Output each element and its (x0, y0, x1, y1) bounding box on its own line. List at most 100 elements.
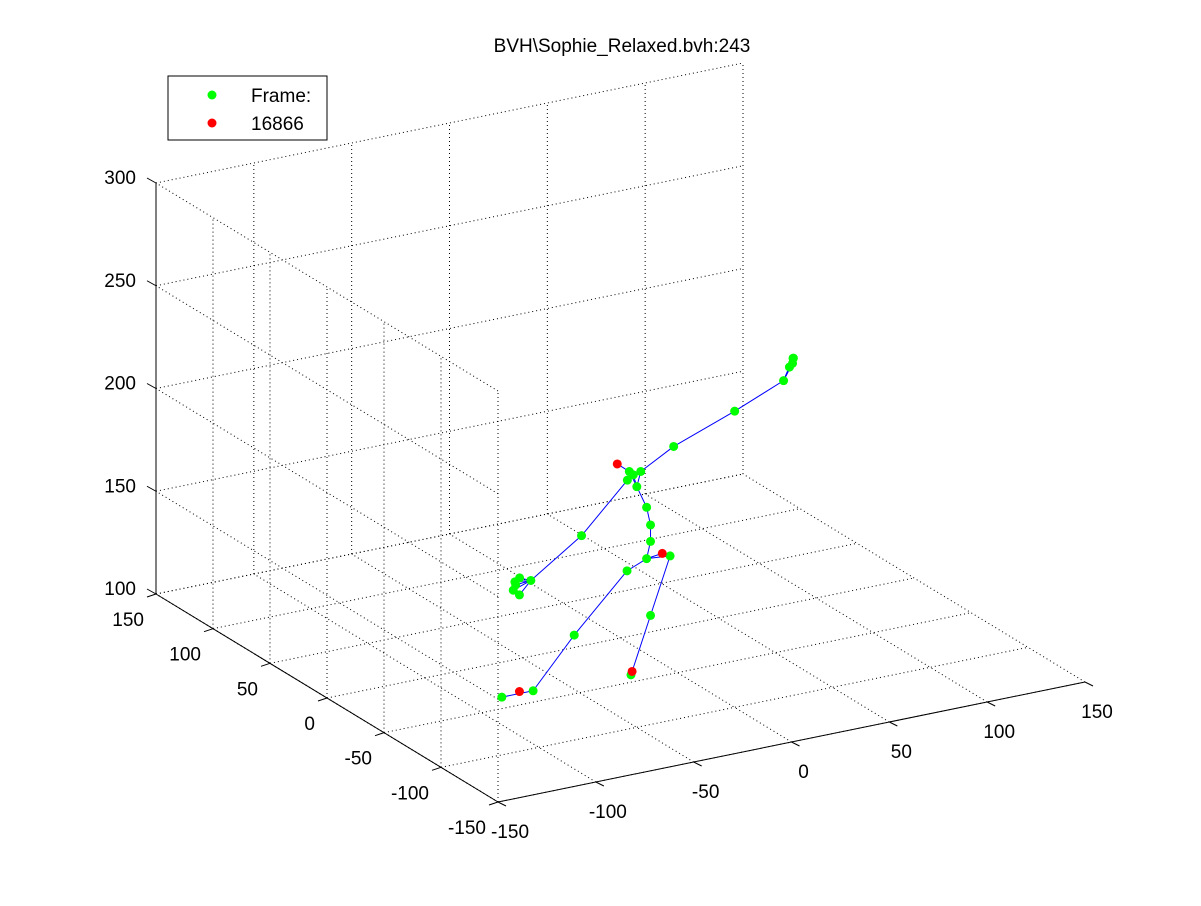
z-tick (146, 588, 157, 595)
x-tick-label: 0 (798, 762, 809, 783)
x-tick-label: -150 (491, 822, 529, 843)
joint-point (622, 566, 632, 576)
joint-layer (497, 353, 798, 702)
y-tick-label: 50 (237, 679, 258, 700)
grid-line (449, 533, 792, 743)
grid-line (351, 553, 694, 763)
chart-title: BVH\Sophie_Relaxed.bvh:243 (494, 36, 751, 57)
bone-segment (630, 615, 652, 676)
y-tick-label: 0 (304, 714, 315, 735)
x-tick (1084, 681, 1094, 687)
end-site-point (657, 548, 667, 558)
x-tick-label: 100 (983, 722, 1015, 743)
grid-line (155, 490, 499, 700)
grid-line (253, 573, 597, 783)
legend-marker-frame (207, 90, 217, 100)
grid-line (155, 388, 499, 597)
y-tick (260, 662, 271, 667)
x-tick (595, 781, 605, 787)
legend-box (167, 75, 328, 141)
z-tick (146, 383, 157, 389)
joint-point (646, 520, 656, 530)
joint-point (779, 376, 789, 386)
y-tick (146, 593, 157, 598)
x-tick (693, 761, 702, 767)
grid-line (547, 513, 890, 723)
bone-segment (650, 555, 671, 616)
x-tick (986, 701, 996, 707)
joint-point (632, 482, 642, 492)
joint-point (788, 358, 798, 368)
y-tick (488, 801, 499, 806)
joint-point (646, 536, 656, 546)
joint-point (642, 554, 652, 564)
joint-point (511, 580, 521, 590)
z-tick (146, 177, 157, 184)
x-tick-label: 150 (1081, 702, 1113, 723)
grid-line (155, 182, 499, 392)
joint-point (497, 692, 507, 702)
grid-line (269, 542, 858, 664)
bone-segment (573, 570, 628, 636)
label-layer: -150 -100 -50 0 50 100 150 -150 -100 -50 0 50 100 150… (104, 168, 1113, 843)
y-tick-label: -150 (448, 818, 486, 839)
y-tick (374, 732, 385, 737)
x-tick-label: -50 (692, 782, 719, 803)
legend: Frame: 16866 (167, 75, 328, 141)
joint-point (730, 406, 740, 416)
x-tick-label: 50 (891, 742, 912, 763)
joint-point (622, 475, 632, 485)
z-tick-label: 250 (104, 271, 136, 292)
joint-point (628, 470, 638, 480)
end-site-point (627, 666, 637, 676)
x-tick (889, 721, 898, 727)
joint-point (515, 573, 525, 583)
end-site-point (612, 459, 622, 469)
bone-segment (532, 634, 575, 692)
z-tick-label: 200 (104, 374, 136, 395)
grid-line (155, 268, 744, 389)
grid-line (644, 493, 988, 703)
x-tick (497, 801, 507, 807)
grid-line (383, 612, 972, 734)
legend-label-frame-number: 16866 (251, 114, 304, 135)
x-tick (791, 741, 800, 747)
z-tick-label: 300 (104, 168, 136, 189)
z-tick (146, 280, 157, 287)
bone-segment (734, 380, 784, 412)
joint-point (646, 610, 656, 620)
legend-label-frame: Frame: (251, 86, 311, 107)
grid-line (440, 646, 1029, 768)
grid-line (742, 473, 1086, 683)
z-tick-label: 100 (104, 579, 136, 600)
z-tick (146, 485, 157, 492)
y-tick (317, 697, 328, 702)
y-tick-label: 100 (169, 645, 201, 666)
end-site-point (514, 687, 524, 697)
joint-point (569, 630, 579, 640)
grid-line (212, 508, 801, 630)
joint-point (514, 590, 524, 600)
y-tick (431, 766, 442, 771)
joint-point (528, 686, 538, 696)
y-tick-label: -100 (391, 783, 429, 804)
joint-point (642, 502, 652, 512)
bone-segment (530, 535, 582, 581)
grid-line (155, 285, 499, 495)
grid-layer (155, 62, 1086, 803)
axis-layer (146, 177, 1094, 807)
joint-point (526, 575, 536, 585)
z-tick-label: 150 (104, 476, 136, 497)
x-tick-label: -100 (589, 802, 627, 823)
y-tick-label: -50 (345, 749, 372, 770)
bone-segment (581, 479, 628, 537)
joint-point (669, 441, 679, 451)
bone-segment (673, 410, 735, 447)
joint-point (636, 466, 646, 476)
y-tick-label: 150 (112, 610, 144, 631)
legend-marker-frame-number (207, 118, 217, 128)
joint-point (665, 551, 675, 561)
joint-point (577, 531, 587, 541)
